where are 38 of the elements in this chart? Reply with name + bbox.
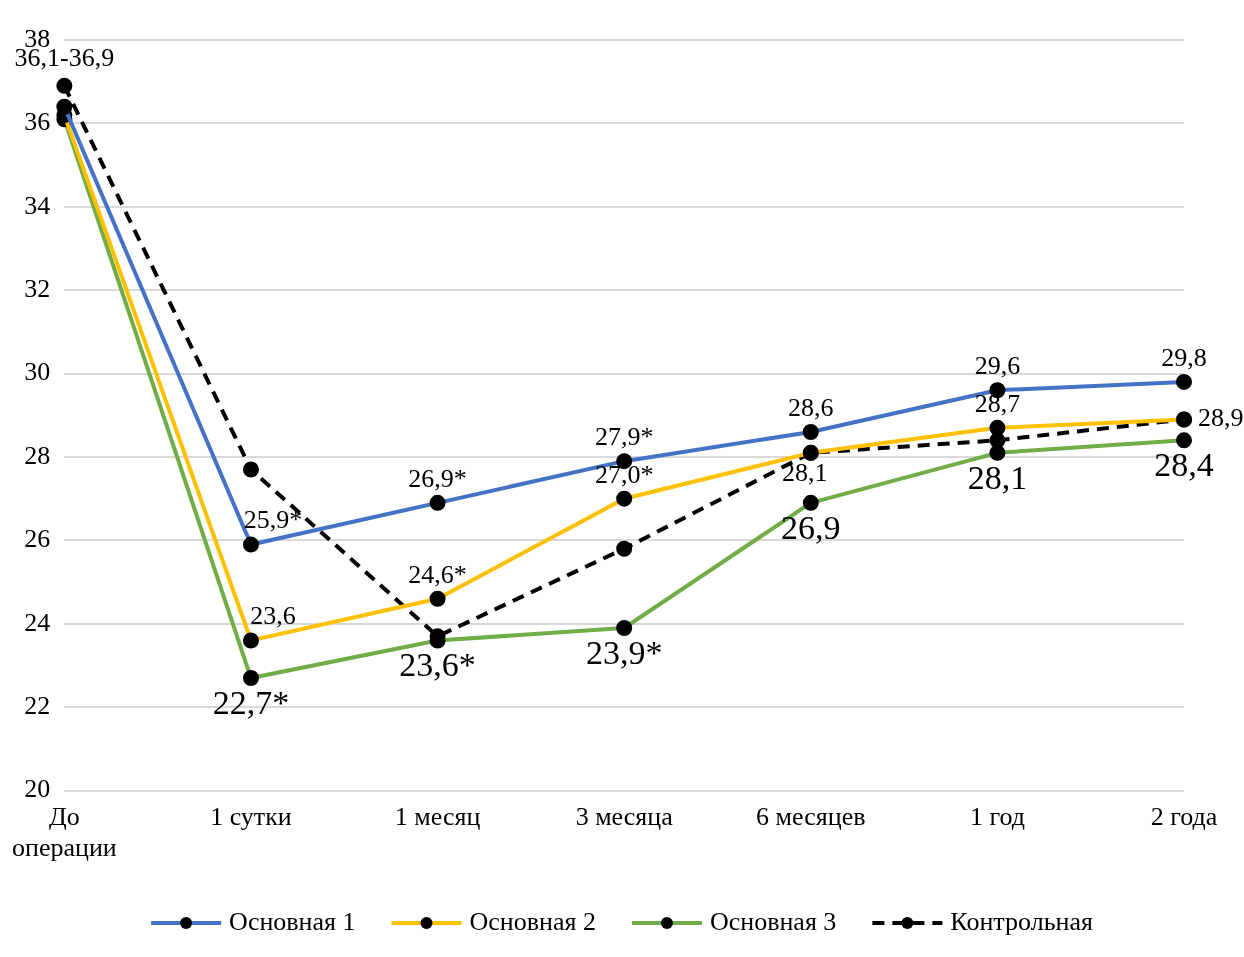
data-label: 28,1: [967, 458, 1028, 496]
y-tick-label: 28: [24, 440, 51, 470]
x-tick-label: 1 сутки: [210, 802, 292, 832]
data-label: 29,6: [974, 351, 1021, 381]
data-label: 27,9*: [594, 422, 654, 451]
x-tick-label: 2 года: [1150, 802, 1218, 832]
y-tick-label: 30: [24, 357, 51, 387]
data-label: 28,6: [788, 392, 834, 422]
y-tick-label: 20: [24, 774, 51, 804]
data-label: 23,9*: [585, 633, 663, 671]
x-tick-label: 3 месяца: [575, 802, 674, 832]
x-tick-label: 1 год: [969, 802, 1025, 832]
y-tick-label: 34: [24, 190, 51, 220]
x-tick-label: До операции: [11, 802, 117, 863]
data-label: 29,8: [1161, 342, 1207, 372]
data-label: 26,9: [781, 508, 841, 546]
data-label: 28,7: [974, 388, 1021, 418]
data-label: 23,6: [250, 601, 296, 631]
legend-label: Основная 3: [709, 906, 837, 936]
data-label: 28,1: [782, 457, 828, 487]
data-label: 25,9*: [243, 505, 303, 535]
data-label: 24,6*: [408, 559, 467, 589]
x-tick-label: 1 месяц: [394, 802, 481, 832]
data-label: 27,0*: [594, 459, 654, 489]
x-tick-label: 6 месяцев: [756, 802, 866, 832]
data-label: 23,6*: [399, 646, 476, 684]
legend-label: Основная 2: [469, 906, 596, 936]
y-tick-label: 36: [24, 107, 51, 137]
y-tick-label: 26: [24, 524, 51, 554]
y-tick-label: 24: [24, 607, 51, 637]
data-label: 26,9*: [408, 463, 467, 493]
data-label: 28,9: [1198, 403, 1244, 433]
data-label: 28,4: [1154, 446, 1214, 484]
legend-label: Основная 1: [229, 906, 356, 936]
legend-label: Контрольная: [950, 906, 1093, 936]
y-tick-label: 22: [24, 691, 51, 721]
y-tick-label: 32: [24, 274, 51, 304]
data-label: 22,7*: [212, 683, 290, 721]
